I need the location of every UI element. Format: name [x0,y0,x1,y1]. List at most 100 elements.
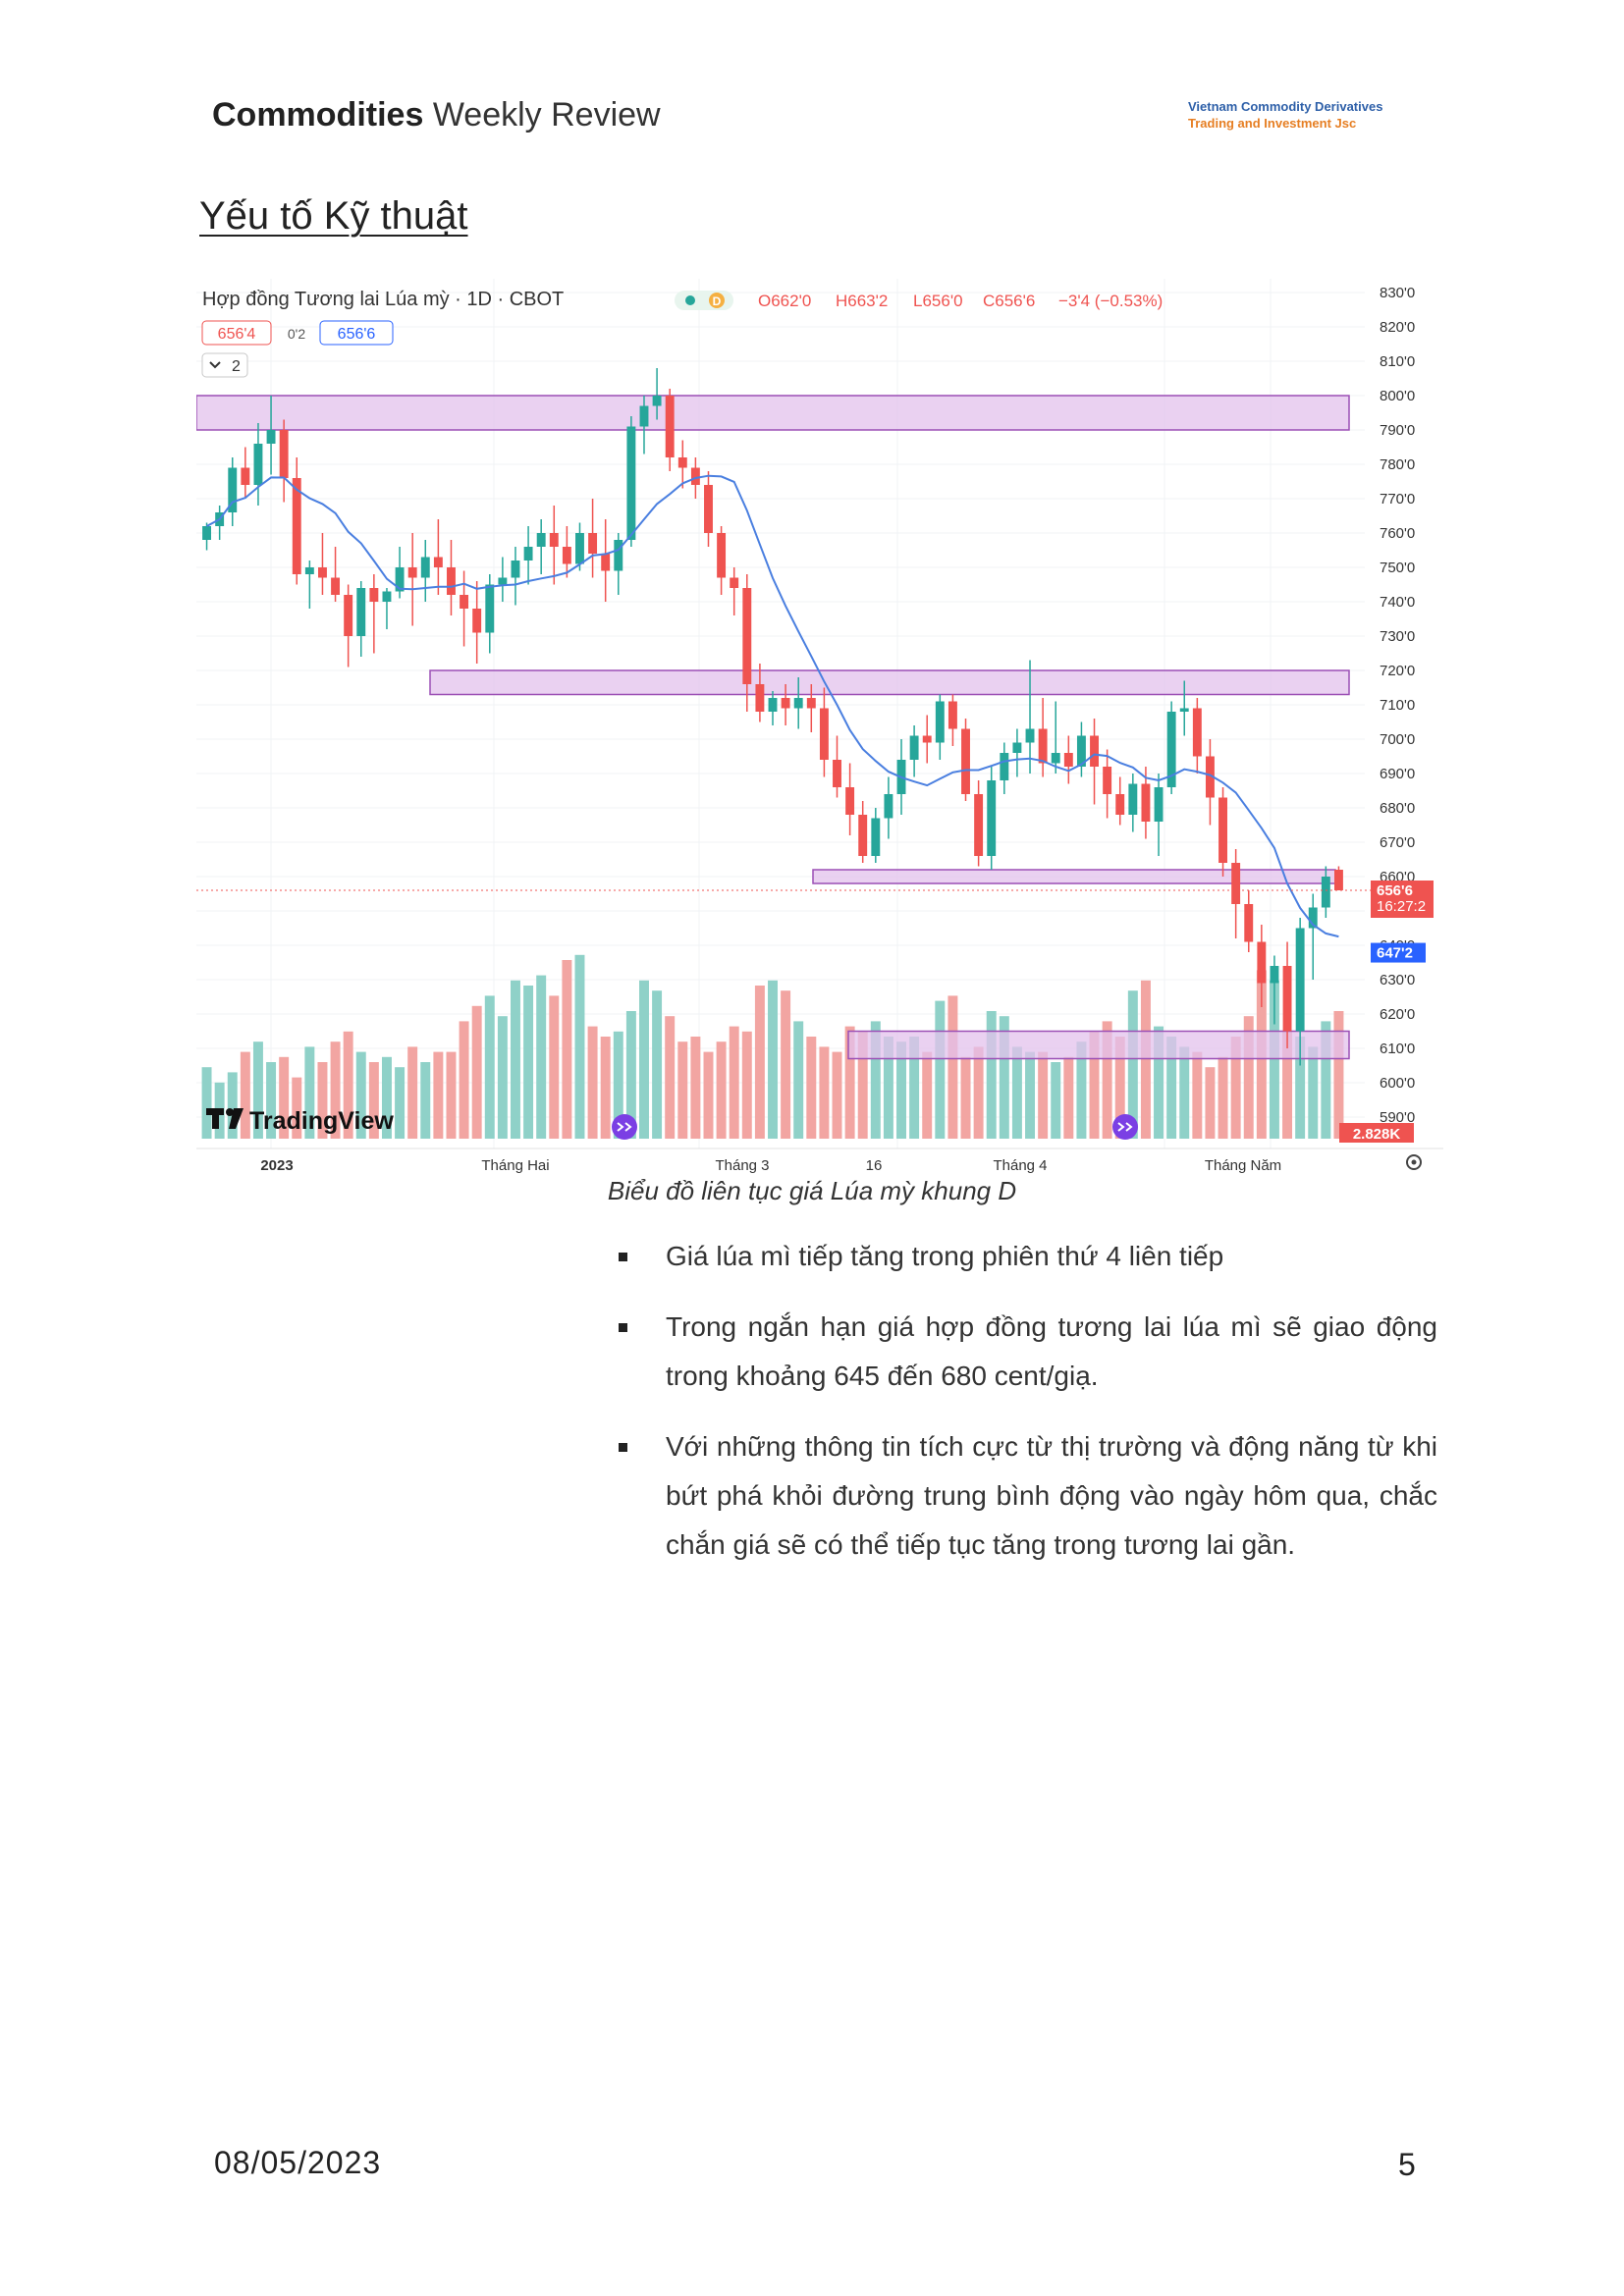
volume-bar [613,1031,623,1139]
candle-body [1128,783,1138,815]
candle-body [1090,735,1099,767]
settings-icon[interactable] [1406,1154,1422,1170]
candle-body [730,577,739,588]
volume-bar [1269,980,1279,1139]
candle-body [318,567,327,578]
candle-body [1103,767,1112,794]
volume-bar [781,990,791,1139]
volume-bar [1011,1046,1022,1139]
y-tick-label: 710'0 [1380,697,1415,714]
volume-bar [729,1026,739,1139]
bid-price: 656'4 [218,326,256,343]
volume-bar [806,1037,817,1139]
candle-body [1244,904,1254,942]
candle-body [1308,907,1318,929]
y-tick-label: 680'0 [1380,800,1415,817]
volume-bar [1243,1016,1254,1139]
candle-body [1282,966,1292,1032]
spread-value: 0'2 [288,326,305,342]
bid-ask-row: 656'4 0'2 656'6 [201,320,394,346]
volume-bar [1140,980,1151,1139]
candle-body [1333,870,1343,890]
volume-bar [960,1056,971,1139]
candle-body [1218,797,1227,863]
support-resistance-zone [847,1030,1350,1060]
ohlc-open: O662'0 [758,292,811,310]
x-tick-label: Tháng 3 [715,1157,769,1174]
volume-bar [1038,1051,1049,1139]
volume-bar [973,1046,984,1139]
volume-bar [793,1021,804,1139]
volume-bar [1089,1031,1100,1139]
ask-price: 656'6 [338,326,376,343]
volume-bar [446,1051,457,1139]
candle-body [1179,708,1189,712]
candle-body [1000,753,1009,780]
event-marker-icon [612,1114,637,1140]
volume-bar [330,1041,341,1139]
x-tick-label: Tháng 4 [993,1157,1047,1174]
volume-bar [819,1046,830,1139]
candle-body [1076,735,1086,767]
candle-body [472,609,482,633]
candle-body [536,533,546,547]
bullet-text: Giá lúa mì tiếp tăng trong phiên thứ 4 l… [666,1241,1224,1271]
volume-bar [768,980,778,1139]
bullet-item: Giá lúa mì tiếp tăng trong phiên thứ 4 l… [609,1232,1437,1281]
y-tick-label: 670'0 [1380,834,1415,851]
y-tick-label: 790'0 [1380,422,1415,439]
candle-body [549,533,559,547]
volume-bar [536,975,547,1139]
volume-bar [1230,1037,1241,1139]
candle-body [665,396,675,457]
candle-body [575,533,584,564]
volume-bar [1076,1041,1087,1139]
footer-date: 08/05/2023 [214,2145,382,2180]
y-tick-label: 600'0 [1380,1075,1415,1092]
volume-bar [459,1021,469,1139]
candle-body [1295,928,1305,1032]
ma-value: 647'2 [1377,945,1413,962]
candle-body [690,467,700,485]
candle-body [858,815,868,856]
y-tick-label: 810'0 [1380,353,1415,370]
candle-body [511,561,520,578]
candle-body [1051,753,1060,764]
candle-body [677,457,687,468]
ohlc-high: H663'2 [836,292,888,310]
candle-body [987,780,997,856]
volume-bar [252,1041,263,1139]
candle-body [1038,728,1048,764]
candle-body [755,684,765,712]
candle-body [241,467,250,485]
volume-bar [574,954,585,1139]
volume-bar [690,1037,701,1139]
volume-bar [1333,1011,1344,1139]
ma-tag: 647'2 [1371,942,1426,963]
candle-body [1257,941,1267,984]
candle-body [1025,728,1035,743]
volume-bar [587,1026,598,1139]
volume-bar [549,995,560,1139]
section-title: Yếu tố Kỹ thuật [199,194,468,238]
volume-bar [433,1051,444,1139]
volume-bar [1205,1067,1216,1139]
candle-body [781,698,790,709]
candle-body [974,794,984,856]
volume-bar [201,1067,212,1139]
candle-body [1192,708,1202,757]
moving-average-line [206,474,1339,938]
candle-body [356,588,366,636]
candle-body [947,701,957,729]
indicator-count: 2 [232,358,241,375]
volume-bar [497,1016,508,1139]
company-name-line1: Vietnam Commodity Derivatives [1188,99,1383,114]
bar-countdown: 16:27:2 [1377,898,1426,915]
volume-bar [1282,1031,1293,1139]
candle-body [395,567,405,592]
volume-bar [1321,1021,1331,1139]
indicator-toggle[interactable]: 2 [201,352,248,378]
candle-body [228,467,238,512]
volume-bar [1154,1026,1164,1139]
volume-bar [639,980,649,1139]
